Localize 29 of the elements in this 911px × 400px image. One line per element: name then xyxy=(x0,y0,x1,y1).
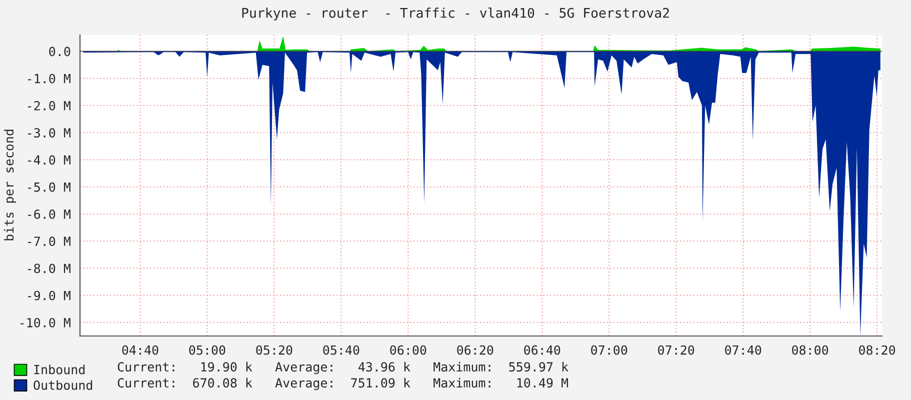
x-tick-label: 05:20 xyxy=(256,345,292,355)
y-tick-label: -7.0 M xyxy=(28,236,70,246)
x-tick-label: 05:00 xyxy=(189,345,226,355)
x-tick-label: 04:40 xyxy=(122,345,158,355)
x-tick-label: 05:40 xyxy=(323,345,360,355)
y-tick-label: -3.0 M xyxy=(28,128,70,138)
x-tick-label: 07:40 xyxy=(725,345,762,355)
x-tick-label: 06:00 xyxy=(390,345,426,355)
legend-label: Inbound xyxy=(34,364,85,374)
x-tick-label: 08:00 xyxy=(792,345,828,355)
x-tick-label: 08:20 xyxy=(859,345,896,355)
x-tick-label: 07:20 xyxy=(658,345,694,355)
legend-label: Outbound xyxy=(34,380,92,390)
y-tick-label: 0.0 xyxy=(49,46,70,56)
y-tick-label: -9.0 M xyxy=(28,290,70,300)
x-tick-label: 06:20 xyxy=(457,345,494,355)
y-tick-label: -4.0 M xyxy=(28,155,70,165)
y-axis-title: bits per second xyxy=(4,130,16,240)
chart-title: Purkyne - router - Traffic - vlan410 - 5G Foerstrova2 xyxy=(242,8,669,20)
y-tick-label: -8.0 M xyxy=(28,264,70,274)
y-tick-label: -10.0 M xyxy=(20,318,70,328)
x-tick-label: 07:00 xyxy=(591,345,628,355)
text: Current: 670.08 k Average: 751.09 k Maximum: 10.49 M xyxy=(118,378,568,390)
text: Current: 19.90 k Average: 43.96 k Maximum: 559.97 k xyxy=(118,362,568,374)
y-tick-label: -1.0 M xyxy=(28,74,70,84)
y-tick-label: -2.0 M xyxy=(28,101,70,110)
x-tick-label: 06:40 xyxy=(524,345,560,355)
y-tick-label: -6.0 M xyxy=(28,209,70,219)
y-tick-label: -5.0 M xyxy=(28,182,70,192)
